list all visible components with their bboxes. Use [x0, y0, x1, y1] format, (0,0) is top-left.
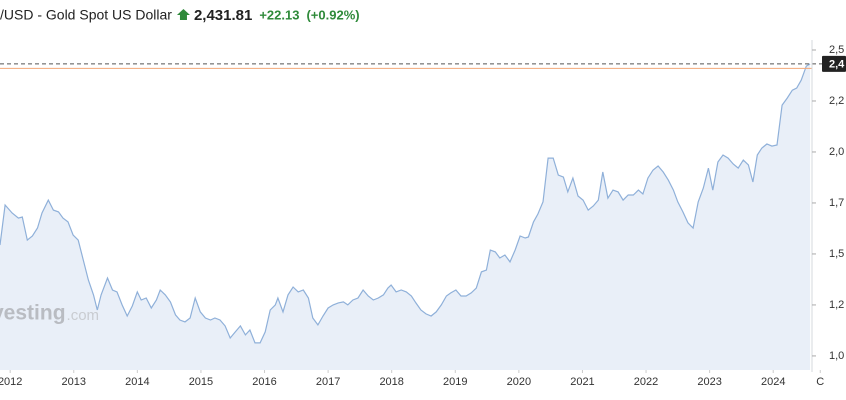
x-tick-label: 2023	[697, 376, 721, 388]
y-tick-label: 1,5	[829, 248, 844, 260]
x-tick-label: 2021	[570, 376, 594, 388]
x-tick-label: 2017	[316, 376, 340, 388]
x-tick-label: 2020	[507, 376, 531, 388]
price: 2,431.81	[194, 7, 252, 24]
watermark: vesting	[0, 302, 66, 325]
y-tick-label: 2,0	[829, 146, 844, 158]
change-percent: (+0.92%)	[306, 7, 359, 22]
area	[0, 63, 811, 371]
y-tick-label: 1,0	[829, 350, 844, 362]
x-tick-label: 2014	[125, 376, 149, 388]
y-tick-label: 2,2	[829, 95, 844, 107]
y-tick-label: 1,2	[829, 299, 844, 311]
x-tick-label: 2019	[443, 376, 467, 388]
last-price-box	[822, 55, 846, 72]
y-tick-label: 1,7	[829, 197, 844, 209]
chart-title: /USD - Gold Spot US Dollar	[0, 7, 172, 23]
y-tick-label: 2,5	[829, 44, 844, 56]
up-arrow	[176, 9, 190, 20]
x-tick-label: 2015	[189, 376, 213, 388]
change: +22.13	[259, 7, 299, 22]
x-tick-label: 2016	[252, 376, 276, 388]
watermark: .com	[67, 307, 100, 324]
last-price-label: 2,4	[829, 58, 845, 70]
price-line	[0, 63, 811, 344]
x-tick-label: 2013	[62, 376, 86, 388]
x-tick-label: 2012	[0, 376, 22, 388]
x-tick-label: 2024	[761, 376, 785, 388]
x-tick-label: 2018	[379, 376, 403, 388]
x-tick-label: C	[816, 376, 824, 388]
x-tick-label: 2022	[634, 376, 658, 388]
